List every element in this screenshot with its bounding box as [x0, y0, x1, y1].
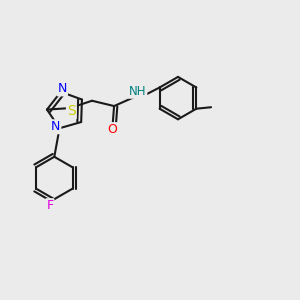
Text: N: N — [51, 120, 60, 133]
Text: O: O — [108, 123, 118, 136]
Text: S: S — [67, 104, 76, 118]
Text: NH: NH — [129, 85, 146, 98]
Text: N: N — [58, 82, 67, 95]
Text: F: F — [46, 199, 53, 212]
